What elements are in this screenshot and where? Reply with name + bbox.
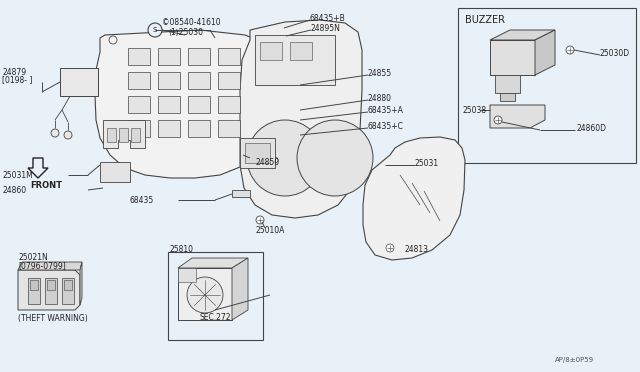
Polygon shape: [178, 258, 248, 268]
Polygon shape: [535, 30, 555, 75]
Polygon shape: [178, 268, 232, 320]
Text: 24895N: 24895N: [311, 23, 341, 32]
Text: 24879: 24879: [2, 67, 26, 77]
Text: BUZZER: BUZZER: [465, 15, 505, 25]
Bar: [255, 35, 335, 85]
Bar: [188, 48, 210, 65]
Bar: [245, 143, 270, 163]
Bar: [218, 96, 240, 113]
Bar: [128, 48, 150, 65]
Circle shape: [267, 52, 273, 58]
Text: SEC.272: SEC.272: [200, 314, 232, 323]
Bar: [30, 280, 38, 290]
Polygon shape: [240, 20, 362, 218]
Bar: [158, 48, 180, 65]
Text: 25010A: 25010A: [255, 225, 284, 234]
Bar: [178, 268, 196, 282]
Text: 24850: 24850: [255, 157, 279, 167]
Circle shape: [247, 120, 323, 196]
Text: (THEFT WARNING): (THEFT WARNING): [18, 314, 88, 323]
Bar: [158, 72, 180, 89]
Bar: [168, 252, 263, 340]
Bar: [62, 278, 74, 304]
Circle shape: [64, 131, 72, 139]
Text: 24880: 24880: [368, 93, 392, 103]
Bar: [458, 8, 636, 163]
Bar: [240, 138, 275, 168]
Text: [0198- ]: [0198- ]: [2, 76, 33, 84]
Bar: [260, 42, 282, 60]
Bar: [47, 280, 55, 290]
Polygon shape: [18, 262, 82, 270]
Bar: [45, 278, 57, 304]
Polygon shape: [95, 30, 282, 178]
Bar: [188, 96, 210, 113]
Bar: [158, 96, 180, 113]
Circle shape: [148, 23, 162, 37]
Bar: [64, 280, 72, 290]
Circle shape: [494, 116, 502, 124]
Polygon shape: [490, 105, 545, 128]
Text: 25021N: 25021N: [18, 253, 48, 263]
Text: 24813: 24813: [405, 246, 429, 254]
Circle shape: [386, 244, 394, 252]
Bar: [107, 128, 116, 142]
Bar: [128, 72, 150, 89]
Bar: [290, 42, 312, 60]
Text: 25030D: 25030D: [600, 48, 630, 58]
Bar: [28, 278, 40, 304]
Polygon shape: [18, 270, 80, 310]
Bar: [500, 93, 515, 101]
Circle shape: [51, 129, 59, 137]
Circle shape: [297, 120, 373, 196]
Text: 24860: 24860: [2, 186, 26, 195]
Bar: [188, 72, 210, 89]
Circle shape: [566, 46, 574, 54]
Polygon shape: [28, 158, 48, 178]
Circle shape: [272, 157, 278, 163]
Bar: [495, 75, 520, 93]
Bar: [188, 120, 210, 137]
Text: [0796-0799]: [0796-0799]: [18, 262, 66, 270]
Polygon shape: [363, 137, 465, 260]
Text: 24860D: 24860D: [577, 124, 607, 132]
Circle shape: [109, 36, 117, 44]
Bar: [100, 162, 130, 182]
Polygon shape: [490, 30, 555, 40]
Polygon shape: [103, 120, 145, 148]
Bar: [60, 68, 98, 96]
Text: 68435+C: 68435+C: [368, 122, 404, 131]
Text: 25038: 25038: [463, 106, 487, 115]
Bar: [131, 128, 140, 142]
Text: ©08540-41610: ©08540-41610: [162, 17, 221, 26]
Polygon shape: [490, 40, 535, 75]
Text: 68435: 68435: [130, 196, 154, 205]
Bar: [128, 120, 150, 137]
Bar: [158, 120, 180, 137]
Text: 68435+A: 68435+A: [368, 106, 404, 115]
Text: 25810: 25810: [170, 246, 194, 254]
Polygon shape: [232, 258, 248, 320]
Bar: [218, 72, 240, 89]
Bar: [128, 96, 150, 113]
Circle shape: [187, 277, 223, 313]
Bar: [218, 120, 240, 137]
Circle shape: [256, 216, 264, 224]
Text: ⟨1⟩25030: ⟨1⟩25030: [168, 28, 203, 36]
Text: 25031M: 25031M: [2, 170, 33, 180]
Bar: [232, 190, 250, 197]
Text: AP/8±0P59: AP/8±0P59: [555, 357, 594, 363]
Bar: [119, 128, 128, 142]
Polygon shape: [80, 262, 82, 305]
Text: 25031: 25031: [415, 158, 439, 167]
Text: FRONT: FRONT: [30, 180, 62, 189]
Text: 68435+B: 68435+B: [310, 13, 346, 22]
Text: S: S: [153, 27, 157, 33]
Text: 24855: 24855: [368, 68, 392, 77]
Bar: [218, 48, 240, 65]
